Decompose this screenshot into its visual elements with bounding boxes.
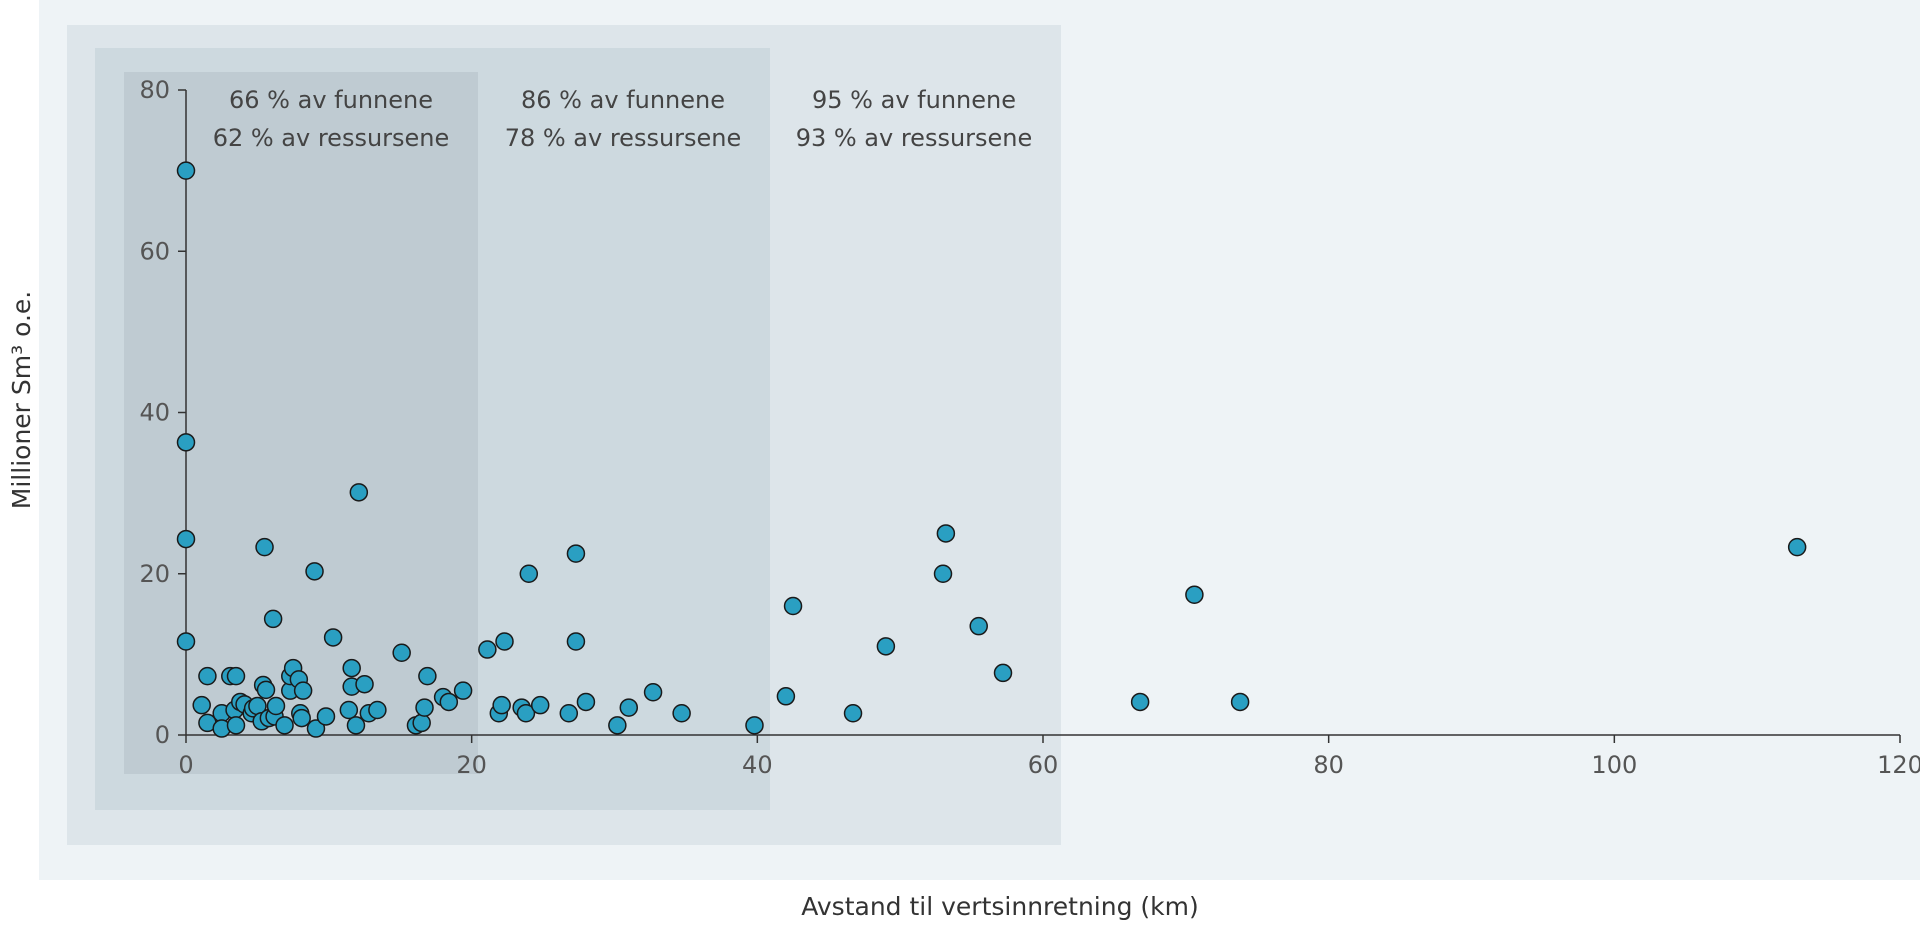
data-point bbox=[392, 643, 411, 663]
region-bands bbox=[67, 25, 1061, 845]
data-point bbox=[843, 703, 863, 723]
data-point bbox=[453, 681, 473, 700]
data-point bbox=[339, 700, 359, 720]
data-point bbox=[355, 674, 374, 694]
data-point bbox=[255, 537, 274, 557]
data-point bbox=[349, 483, 369, 502]
data-point bbox=[478, 640, 497, 659]
y-ticks: 0 20 40 60 80 bbox=[139, 76, 186, 749]
data-point bbox=[745, 716, 764, 735]
data-point bbox=[672, 703, 691, 723]
region-label-20km-line2: 62 % av ressursene bbox=[213, 124, 450, 152]
y-tick-label: 80 bbox=[139, 76, 170, 104]
data-point bbox=[418, 666, 437, 686]
region-label-40km-line2: 78 % av ressursene bbox=[505, 124, 742, 152]
data-point bbox=[368, 700, 387, 720]
data-point bbox=[439, 692, 459, 712]
data-point bbox=[516, 703, 536, 723]
y-tick-label: 20 bbox=[139, 560, 170, 588]
data-point bbox=[342, 658, 361, 678]
data-point bbox=[226, 716, 246, 735]
data-point bbox=[936, 524, 956, 543]
data-point bbox=[566, 632, 586, 651]
data-point bbox=[776, 687, 796, 706]
region-label-20km-line1: 66 % av funnene bbox=[229, 86, 433, 114]
region-band-20km bbox=[124, 72, 478, 774]
data-point bbox=[495, 632, 514, 651]
data-point bbox=[933, 564, 953, 583]
x-ticks: 0 20 40 60 80 100 120 bbox=[178, 735, 1920, 779]
data-point bbox=[566, 544, 586, 563]
x-tick-label: 0 bbox=[178, 751, 193, 779]
data-point bbox=[176, 632, 196, 651]
x-tick-label: 20 bbox=[456, 751, 487, 779]
data-point bbox=[1185, 585, 1204, 604]
y-tick-label: 40 bbox=[139, 399, 170, 427]
data-point bbox=[608, 716, 627, 735]
data-point bbox=[492, 695, 511, 715]
data-point bbox=[783, 596, 803, 616]
data-point bbox=[316, 707, 336, 726]
data-point bbox=[1787, 537, 1807, 557]
data-point bbox=[263, 609, 283, 629]
data-point bbox=[198, 666, 217, 686]
data-point bbox=[1130, 692, 1150, 712]
data-point bbox=[226, 666, 246, 686]
data-point bbox=[530, 695, 550, 715]
x-tick-label: 60 bbox=[1028, 751, 1059, 779]
data-point bbox=[993, 663, 1013, 683]
data-point bbox=[176, 161, 196, 180]
region-label-60km-line2: 93 % av ressursene bbox=[796, 124, 1033, 152]
x-axis-title: Avstand til vertsinnretning (km) bbox=[801, 892, 1199, 921]
data-point bbox=[412, 713, 431, 733]
region-labels: 66 % av funnene 62 % av ressursene 86 % … bbox=[213, 86, 1033, 152]
x-tick-label: 40 bbox=[742, 751, 773, 779]
data-point bbox=[305, 562, 324, 581]
x-tick-label: 100 bbox=[1591, 751, 1637, 779]
data-point bbox=[323, 628, 343, 647]
y-axis-title: Millioner Sm³ o.e. bbox=[7, 291, 36, 509]
data-point bbox=[275, 716, 294, 735]
x-tick-label: 120 bbox=[1877, 751, 1920, 779]
data-point bbox=[519, 564, 539, 583]
data-point bbox=[192, 695, 211, 715]
data-point bbox=[559, 703, 579, 723]
y-tick-label: 60 bbox=[139, 237, 170, 265]
data-point bbox=[176, 529, 196, 549]
data-point bbox=[293, 681, 313, 700]
data-point bbox=[619, 698, 639, 717]
x-tick-label: 80 bbox=[1313, 751, 1344, 779]
data-point bbox=[306, 719, 326, 738]
data-points bbox=[176, 161, 1807, 738]
region-label-40km-line1: 86 % av funnene bbox=[521, 86, 725, 114]
data-point bbox=[1230, 692, 1250, 712]
data-point bbox=[292, 708, 311, 728]
data-point bbox=[643, 683, 663, 702]
data-point bbox=[969, 616, 988, 636]
y-tick-label: 0 bbox=[155, 721, 170, 749]
data-point bbox=[266, 696, 286, 716]
data-point bbox=[256, 680, 276, 700]
data-point bbox=[176, 433, 196, 452]
region-label-60km-line1: 95 % av funnene bbox=[812, 86, 1016, 114]
data-point bbox=[876, 637, 896, 656]
data-point bbox=[415, 698, 434, 717]
data-point bbox=[576, 692, 596, 712]
data-point bbox=[346, 716, 366, 735]
